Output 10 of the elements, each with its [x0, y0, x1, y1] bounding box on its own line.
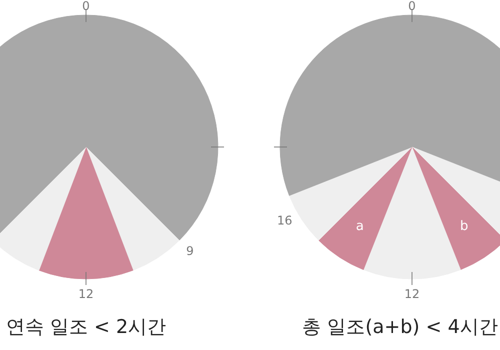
text: 16	[277, 214, 292, 228]
text: 총 일조(a+b) < 4시간	[302, 316, 498, 338]
slice-label: b	[460, 218, 468, 234]
text: 9	[186, 244, 194, 258]
text: 0	[408, 0, 416, 13]
text: 연속 일조 < 2시간	[6, 316, 166, 338]
text: 12	[404, 287, 420, 301]
slice-label: a	[356, 218, 364, 234]
text: 0	[82, 0, 90, 13]
text: 12	[78, 287, 94, 301]
